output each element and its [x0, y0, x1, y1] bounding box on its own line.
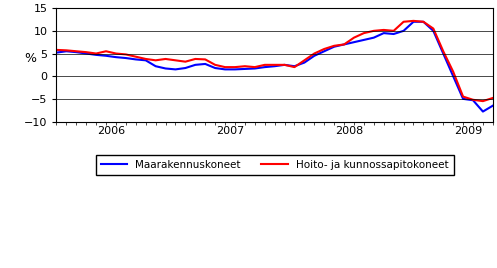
- Hoito- ja kunnossapitokoneet: [391, 29, 397, 32]
- Maarakennuskoneet: [143, 59, 149, 62]
- Maarakennuskoneet: [341, 43, 347, 46]
- Maarakennuskoneet: [301, 61, 307, 64]
- Maarakennuskoneet: [172, 68, 178, 71]
- Hoito- ja kunnossapitokoneet: [252, 65, 258, 69]
- Maarakennuskoneet: [262, 65, 268, 69]
- Maarakennuskoneet: [163, 67, 168, 70]
- Hoito- ja kunnossapitokoneet: [272, 63, 278, 66]
- Maarakennuskoneet: [212, 66, 218, 70]
- Maarakennuskoneet: [54, 51, 60, 54]
- Hoito- ja kunnossapitokoneet: [381, 28, 387, 32]
- Hoito- ja kunnossapitokoneet: [212, 63, 218, 66]
- Legend: Maarakennuskoneet, Hoito- ja kunnossapitokoneet: Maarakennuskoneet, Hoito- ja kunnossapit…: [95, 155, 454, 175]
- Maarakennuskoneet: [321, 50, 327, 53]
- Maarakennuskoneet: [252, 67, 258, 70]
- Hoito- ja kunnossapitokoneet: [292, 65, 298, 69]
- Maarakennuskoneet: [371, 36, 377, 39]
- Maarakennuskoneet: [242, 67, 248, 70]
- Line: Hoito- ja kunnossapitokoneet: Hoito- ja kunnossapitokoneet: [57, 21, 493, 101]
- Hoito- ja kunnossapitokoneet: [93, 52, 99, 55]
- Y-axis label: %: %: [24, 52, 36, 65]
- Hoito- ja kunnossapitokoneet: [54, 48, 60, 51]
- Hoito- ja kunnossapitokoneet: [361, 32, 367, 35]
- Maarakennuskoneet: [331, 45, 337, 48]
- Maarakennuskoneet: [153, 65, 159, 68]
- Maarakennuskoneet: [133, 58, 139, 61]
- Maarakennuskoneet: [73, 51, 79, 54]
- Hoito- ja kunnossapitokoneet: [450, 70, 456, 73]
- Maarakennuskoneet: [113, 55, 119, 59]
- Maarakennuskoneet: [470, 99, 476, 102]
- Hoito- ja kunnossapitokoneet: [192, 57, 198, 61]
- Hoito- ja kunnossapitokoneet: [440, 50, 446, 53]
- Hoito- ja kunnossapitokoneet: [123, 53, 129, 56]
- Hoito- ja kunnossapitokoneet: [64, 49, 70, 52]
- Maarakennuskoneet: [351, 40, 357, 44]
- Maarakennuskoneet: [480, 110, 486, 113]
- Maarakennuskoneet: [311, 54, 317, 57]
- Hoito- ja kunnossapitokoneet: [470, 98, 476, 101]
- Maarakennuskoneet: [222, 68, 228, 71]
- Hoito- ja kunnossapitokoneet: [420, 20, 426, 23]
- Hoito- ja kunnossapitokoneet: [490, 96, 496, 99]
- Hoito- ja kunnossapitokoneet: [301, 59, 307, 62]
- Maarakennuskoneet: [192, 63, 198, 66]
- Hoito- ja kunnossapitokoneet: [232, 65, 238, 69]
- Hoito- ja kunnossapitokoneet: [480, 99, 486, 103]
- Maarakennuskoneet: [460, 97, 466, 100]
- Hoito- ja kunnossapitokoneet: [113, 52, 119, 55]
- Maarakennuskoneet: [282, 63, 288, 66]
- Hoito- ja kunnossapitokoneet: [341, 43, 347, 46]
- Maarakennuskoneet: [103, 54, 109, 57]
- Hoito- ja kunnossapitokoneet: [321, 47, 327, 51]
- Hoito- ja kunnossapitokoneet: [83, 51, 89, 54]
- Maarakennuskoneet: [182, 66, 188, 70]
- Maarakennuskoneet: [490, 104, 496, 107]
- Maarakennuskoneet: [450, 75, 456, 78]
- Hoito- ja kunnossapitokoneet: [182, 60, 188, 63]
- Maarakennuskoneet: [401, 29, 407, 32]
- Hoito- ja kunnossapitokoneet: [143, 57, 149, 61]
- Line: Maarakennuskoneet: Maarakennuskoneet: [57, 22, 493, 111]
- Maarakennuskoneet: [202, 62, 208, 66]
- Maarakennuskoneet: [361, 38, 367, 42]
- Maarakennuskoneet: [420, 20, 426, 23]
- Hoito- ja kunnossapitokoneet: [222, 65, 228, 69]
- Maarakennuskoneet: [93, 53, 99, 57]
- Hoito- ja kunnossapitokoneet: [242, 65, 248, 68]
- Hoito- ja kunnossapitokoneet: [202, 58, 208, 61]
- Maarakennuskoneet: [381, 32, 387, 35]
- Hoito- ja kunnossapitokoneet: [401, 20, 407, 23]
- Maarakennuskoneet: [391, 32, 397, 36]
- Hoito- ja kunnossapitokoneet: [331, 44, 337, 47]
- Hoito- ja kunnossapitokoneet: [371, 29, 377, 32]
- Maarakennuskoneet: [232, 68, 238, 71]
- Hoito- ja kunnossapitokoneet: [172, 59, 178, 62]
- Hoito- ja kunnossapitokoneet: [282, 63, 288, 66]
- Hoito- ja kunnossapitokoneet: [311, 52, 317, 55]
- Hoito- ja kunnossapitokoneet: [430, 27, 436, 30]
- Hoito- ja kunnossapitokoneet: [153, 59, 159, 62]
- Maarakennuskoneet: [440, 52, 446, 55]
- Hoito- ja kunnossapitokoneet: [163, 57, 168, 61]
- Maarakennuskoneet: [411, 20, 416, 23]
- Maarakennuskoneet: [272, 65, 278, 68]
- Hoito- ja kunnossapitokoneet: [460, 95, 466, 98]
- Hoito- ja kunnossapitokoneet: [133, 55, 139, 58]
- Hoito- ja kunnossapitokoneet: [73, 50, 79, 53]
- Hoito- ja kunnossapitokoneet: [262, 63, 268, 66]
- Maarakennuskoneet: [292, 65, 298, 68]
- Maarakennuskoneet: [123, 57, 129, 60]
- Maarakennuskoneet: [430, 29, 436, 32]
- Hoito- ja kunnossapitokoneet: [411, 19, 416, 23]
- Maarakennuskoneet: [64, 50, 70, 53]
- Hoito- ja kunnossapitokoneet: [103, 50, 109, 53]
- Hoito- ja kunnossapitokoneet: [351, 36, 357, 39]
- Maarakennuskoneet: [83, 52, 89, 55]
